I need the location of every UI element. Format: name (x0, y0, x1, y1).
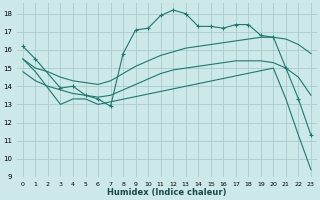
X-axis label: Humidex (Indice chaleur): Humidex (Indice chaleur) (107, 188, 227, 197)
